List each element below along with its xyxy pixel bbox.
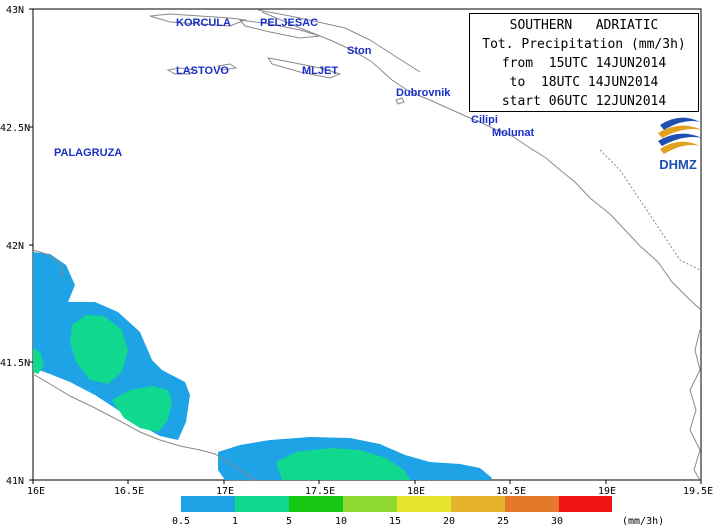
precip-area-south-mid <box>276 448 410 480</box>
x-tick-label: 17.5E <box>305 486 335 497</box>
legend-swatch <box>343 496 397 512</box>
place-palagruza: PALAGRUZA <box>54 147 122 159</box>
island-korcula <box>149 13 247 27</box>
legend-swatch <box>181 496 235 512</box>
y-tick-label: 42N <box>6 241 24 252</box>
place-korcula: KORCULA <box>176 17 231 29</box>
legend-swatch <box>451 496 505 512</box>
x-tick-label: 19.5E <box>683 486 713 497</box>
place-molunat: Molunat <box>492 127 534 139</box>
coast-mainland <box>261 11 702 311</box>
dhmz-logo-icon <box>658 117 702 154</box>
legend-unit: (mm/3h) <box>622 516 664 527</box>
place-dubrovnik: Dubrovnik <box>396 87 451 99</box>
place-cilipi: Cilipi <box>471 114 498 126</box>
legend-swatch <box>559 496 612 512</box>
precip-area-west-mid-b <box>112 386 172 432</box>
coast-gargano <box>32 249 65 279</box>
coast-italy <box>32 373 256 481</box>
legend-label: 20 <box>443 516 455 527</box>
y-tick-label: 41N <box>6 476 24 487</box>
x-tick-label: 16.5E <box>114 486 144 497</box>
legend-swatch <box>235 496 289 512</box>
title-variable: Tot. Precipitation (mm/3h) <box>482 37 686 52</box>
coast-albania <box>689 329 701 481</box>
legend-label: 25 <box>497 516 509 527</box>
title-region: SOUTHERN ADRIATIC <box>509 18 659 33</box>
place-mljet: MLJET <box>302 65 338 77</box>
legend-label: 0.5 <box>172 516 190 527</box>
place-ston: Ston <box>347 45 372 57</box>
place-lastovo: LASTOVO <box>176 65 229 77</box>
legend-swatch <box>289 496 343 512</box>
legend: 0.5 1 5 10 15 20 25 30 (mm/3h) <box>172 496 664 527</box>
island-lastovo <box>166 67 197 75</box>
legend-label: 1 <box>232 516 238 527</box>
coast-inner <box>257 9 421 73</box>
x-tick-label: 18.5E <box>496 486 526 497</box>
legend-swatch <box>397 496 451 512</box>
x-tick-label: 16E <box>27 486 45 497</box>
precipitation-areas <box>33 252 492 480</box>
legend-swatch <box>505 496 559 512</box>
island-peljesac <box>238 19 321 39</box>
y-axis: 43N 42.5N 42N 41.5N 41N <box>0 5 33 487</box>
precip-area-west-mid-c <box>33 348 44 374</box>
legend-label: 5 <box>286 516 292 527</box>
island-small-1 <box>216 63 238 71</box>
legend-label: 30 <box>551 516 563 527</box>
title-to: to 18UTC 14JUN2014 <box>509 75 659 90</box>
y-tick-label: 41.5N <box>0 358 30 369</box>
coastlines <box>32 9 702 481</box>
dhmz-logo-text: DHMZ <box>659 157 697 172</box>
border-inland <box>599 149 701 271</box>
legend-label: 10 <box>335 516 347 527</box>
island-mljet <box>266 57 342 79</box>
island-small-2 <box>395 97 405 105</box>
place-peljesac: PELJESAC <box>260 17 318 29</box>
legend-label: 15 <box>389 516 401 527</box>
x-tick-label: 17E <box>216 486 234 497</box>
borders <box>599 149 701 271</box>
precip-area-west-mid-a <box>70 315 128 384</box>
x-axis: 16E 16.5E 17E 17.5E 18E 18.5E 19E 19.5E <box>27 480 713 497</box>
x-tick-label: 18E <box>407 486 425 497</box>
y-tick-label: 42.5N <box>0 123 30 134</box>
place-labels: KORCULA PELJESAC Ston LASTOVO MLJET Dubr… <box>54 17 534 159</box>
y-tick-label: 43N <box>6 5 24 16</box>
title-from: from 15UTC 14JUN2014 <box>501 56 667 71</box>
x-tick-label: 19E <box>598 486 616 497</box>
title-start: start 06UTC 12JUN2014 <box>501 94 667 109</box>
map-title-box: SOUTHERN ADRIATIC Tot. Precipitation (mm… <box>469 13 699 112</box>
